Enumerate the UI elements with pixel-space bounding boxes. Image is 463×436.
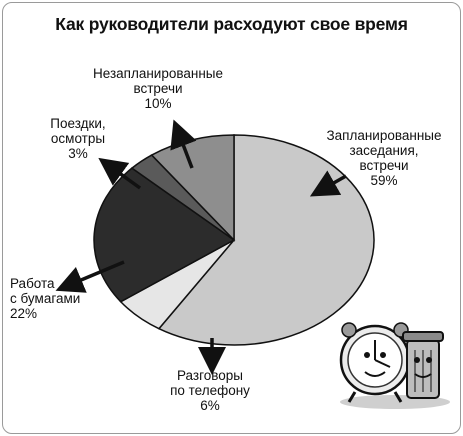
pie-slice-percent: 6% (200, 398, 220, 413)
pie-label-arrow (170, 119, 197, 169)
pie-slice-label: Поездки, осмотры 3% (50, 116, 105, 161)
pie-label-arrow (98, 157, 142, 190)
pie-slice-label-line: осмотры (51, 131, 105, 146)
pie-labels: Запланированные заседания, встречи 59%Разго… (10, 66, 442, 413)
pie-slice-label-line: с бумагами (10, 291, 80, 306)
pie-slice-label-line: заседания, (349, 143, 418, 158)
chart-title: Как руководители расходуют свое время (55, 14, 408, 34)
pie-slice-label-line: Запланированные (326, 128, 441, 143)
pie-slice-label: Незапланированные встречи 10% (93, 66, 223, 111)
pie-slice-label: Запланированные заседания, встречи 59% (326, 128, 441, 188)
pie-slice-label-line: Работа (10, 276, 55, 291)
pie-slice-label-line: по телефону (170, 383, 250, 398)
pie-slice-percent: 22% (10, 306, 37, 321)
pie-slice-label-line: Разговоры (177, 368, 243, 383)
pie-label-arrow (55, 260, 125, 293)
pie-slice-percent: 3% (68, 146, 88, 161)
pie-slice-label-line: встречи (359, 158, 408, 173)
pie-slice-label-line: Незапланированные (93, 66, 223, 81)
pie-slice-label-line: встречи (133, 81, 182, 96)
pie-slice-percent: 10% (144, 96, 171, 111)
pie-slices (93, 134, 375, 346)
pie-arrows (55, 119, 347, 375)
pie-slice-label: Работа с бумагами 22% (10, 276, 80, 321)
pie-label-arrow (309, 170, 347, 197)
pie-slice-percent: 59% (370, 173, 397, 188)
pie-slice-label-line: Поездки, (50, 116, 105, 131)
pie-slice-label: Разговоры по телефону 6% (170, 368, 250, 413)
clock-and-trash-can-cartoon-icon (339, 322, 450, 409)
